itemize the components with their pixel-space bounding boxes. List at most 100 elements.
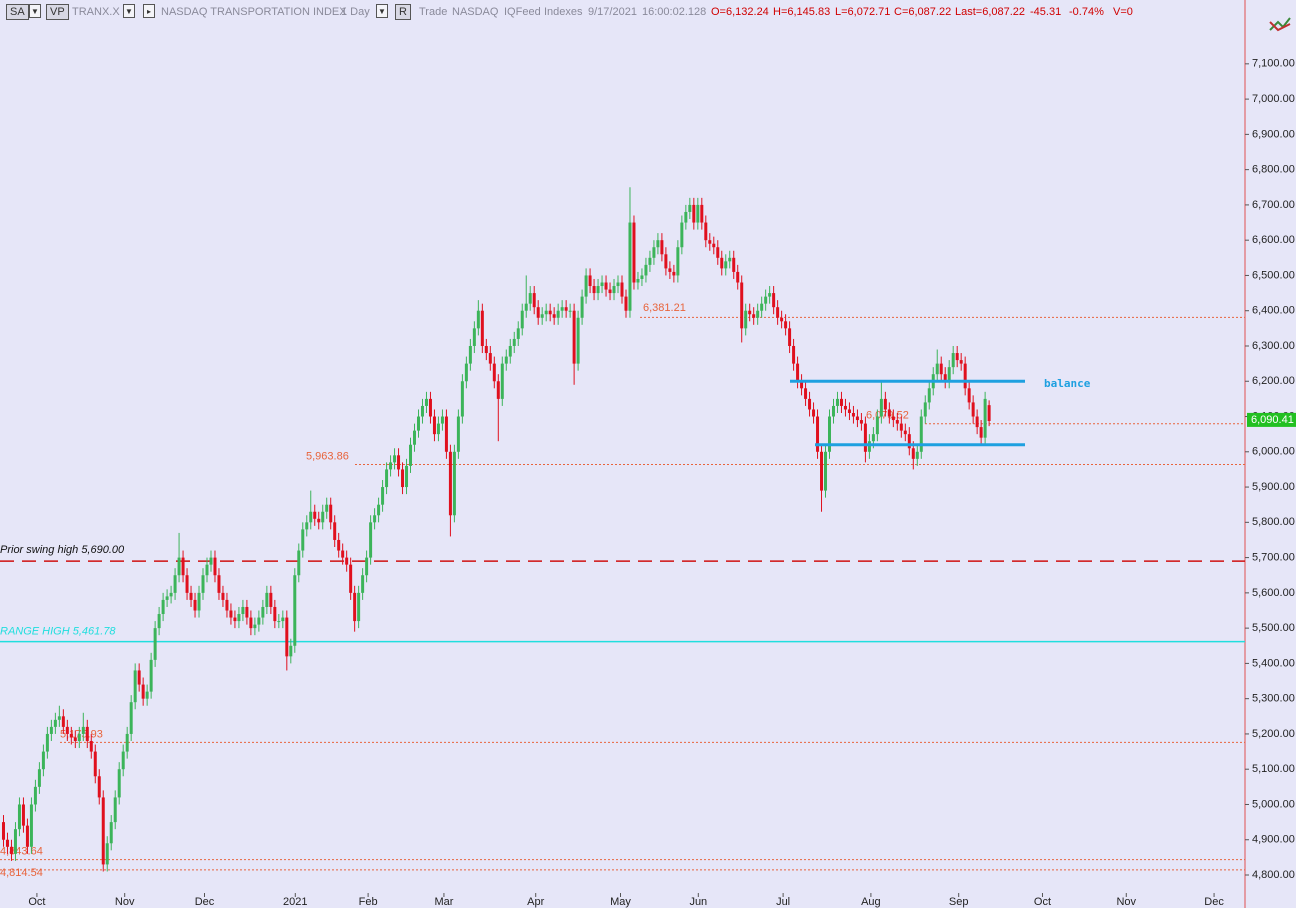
candle-body (768, 293, 772, 297)
field: IQFeed (504, 6, 541, 18)
candle-body (664, 254, 668, 269)
candle-body (891, 416, 895, 421)
quote: H=6,145.83 (773, 6, 831, 18)
candle-body (716, 247, 720, 258)
candle-body (947, 367, 951, 382)
candle-body (704, 222, 708, 241)
candle-body (9, 846, 13, 854)
candle-body (812, 409, 816, 417)
last-price-box (1247, 412, 1296, 427)
candle-body (963, 363, 967, 389)
candle-body (540, 314, 544, 318)
y-tick-label: 6,000.00 (1252, 446, 1295, 458)
x-tick-label: Nov (115, 896, 135, 908)
candle-body (193, 599, 197, 611)
candle-body (568, 310, 572, 312)
candle-body (245, 606, 249, 618)
candle-body (875, 416, 879, 435)
candle-body (536, 307, 540, 318)
candle-body (919, 416, 923, 452)
x-tick-label: Feb (359, 896, 378, 908)
candle-body (831, 405, 835, 417)
y-tick-label: 5,100.00 (1252, 763, 1295, 775)
candle-body (524, 303, 528, 311)
candle-body (229, 610, 233, 618)
x-tick-label: Jul (776, 896, 790, 908)
candle-body (221, 592, 225, 600)
candle-body (420, 405, 424, 417)
candle-body (121, 751, 125, 770)
level-label: 6,381.21 (643, 302, 686, 314)
candle-body (835, 398, 839, 406)
button[interactable]: SA (6, 4, 29, 20)
candle-body (728, 257, 732, 262)
candle-body (760, 303, 764, 311)
candle-body (560, 307, 564, 311)
candle-body (544, 310, 548, 315)
candle-body (620, 282, 624, 297)
y-tick-label: 7,100.00 (1252, 58, 1295, 70)
candle-body (241, 606, 245, 615)
candle-body (592, 286, 596, 294)
candle-body (899, 423, 903, 431)
candle-body (804, 388, 808, 399)
candle-body (979, 427, 983, 438)
candle-body (217, 575, 221, 593)
button[interactable]: R (395, 4, 411, 20)
y-tick-label: 5,200.00 (1252, 728, 1295, 740)
candle-body (748, 310, 752, 315)
candle-body (281, 617, 285, 622)
dropdown[interactable]: ▼ (123, 4, 135, 18)
dropdown[interactable]: ▼ (376, 4, 388, 18)
level-label: RANGE HIGH 5,461.78 (0, 626, 116, 638)
candle-body (137, 670, 141, 685)
candle-body (428, 398, 432, 417)
quote: Last=6,087.22 (955, 6, 1026, 18)
candle-body (209, 557, 213, 565)
y-tick-label: 6,200.00 (1252, 375, 1295, 387)
interval[interactable]: 1 Day (341, 6, 370, 18)
y-tick-label: 6,900.00 (1252, 128, 1295, 140)
y-tick-label: 5,600.00 (1252, 587, 1295, 599)
dropdown[interactable]: ▸ (143, 4, 155, 18)
candle-body (440, 416, 444, 424)
candle-body (357, 592, 361, 622)
candle-body (548, 310, 552, 315)
candle-body (532, 293, 536, 308)
symbol[interactable]: TRANX.X (72, 6, 120, 18)
candle-body (820, 451, 824, 491)
candle-body (935, 363, 939, 375)
symbol-name: NASDAQ TRANSPORTATION INDEX (161, 6, 347, 18)
candle-body (365, 557, 369, 576)
candle-body (373, 515, 377, 523)
candle-body (652, 247, 656, 258)
candle-body (596, 286, 600, 294)
button[interactable]: VP (46, 4, 69, 20)
x-tick-label: 2021 (283, 896, 307, 908)
candle-body (712, 243, 716, 248)
candle-body (588, 275, 592, 287)
level-label: Prior swing high 5,690.00 (0, 544, 125, 556)
candle-body (847, 409, 851, 413)
y-tick-label: 6,800.00 (1252, 164, 1295, 176)
candle-body (213, 557, 217, 576)
dropdown[interactable]: ▼ (29, 4, 41, 18)
candle-body (668, 268, 672, 272)
candle-body (225, 599, 229, 611)
candle-body (492, 363, 496, 382)
candle-body (416, 416, 420, 431)
candle-body (808, 398, 812, 410)
candle-body (345, 557, 349, 565)
candle-body (636, 278, 640, 283)
candle-body (189, 592, 193, 600)
candle-body (456, 416, 460, 452)
candle-body (57, 716, 61, 720)
toolbar-icon[interactable] (1269, 17, 1291, 32)
candle-body (369, 522, 373, 558)
candle-body (249, 617, 253, 629)
candle-body (684, 211, 688, 223)
candle-body (851, 412, 855, 417)
candle-body (49, 726, 53, 734)
y-tick-label: 6,600.00 (1252, 234, 1295, 246)
